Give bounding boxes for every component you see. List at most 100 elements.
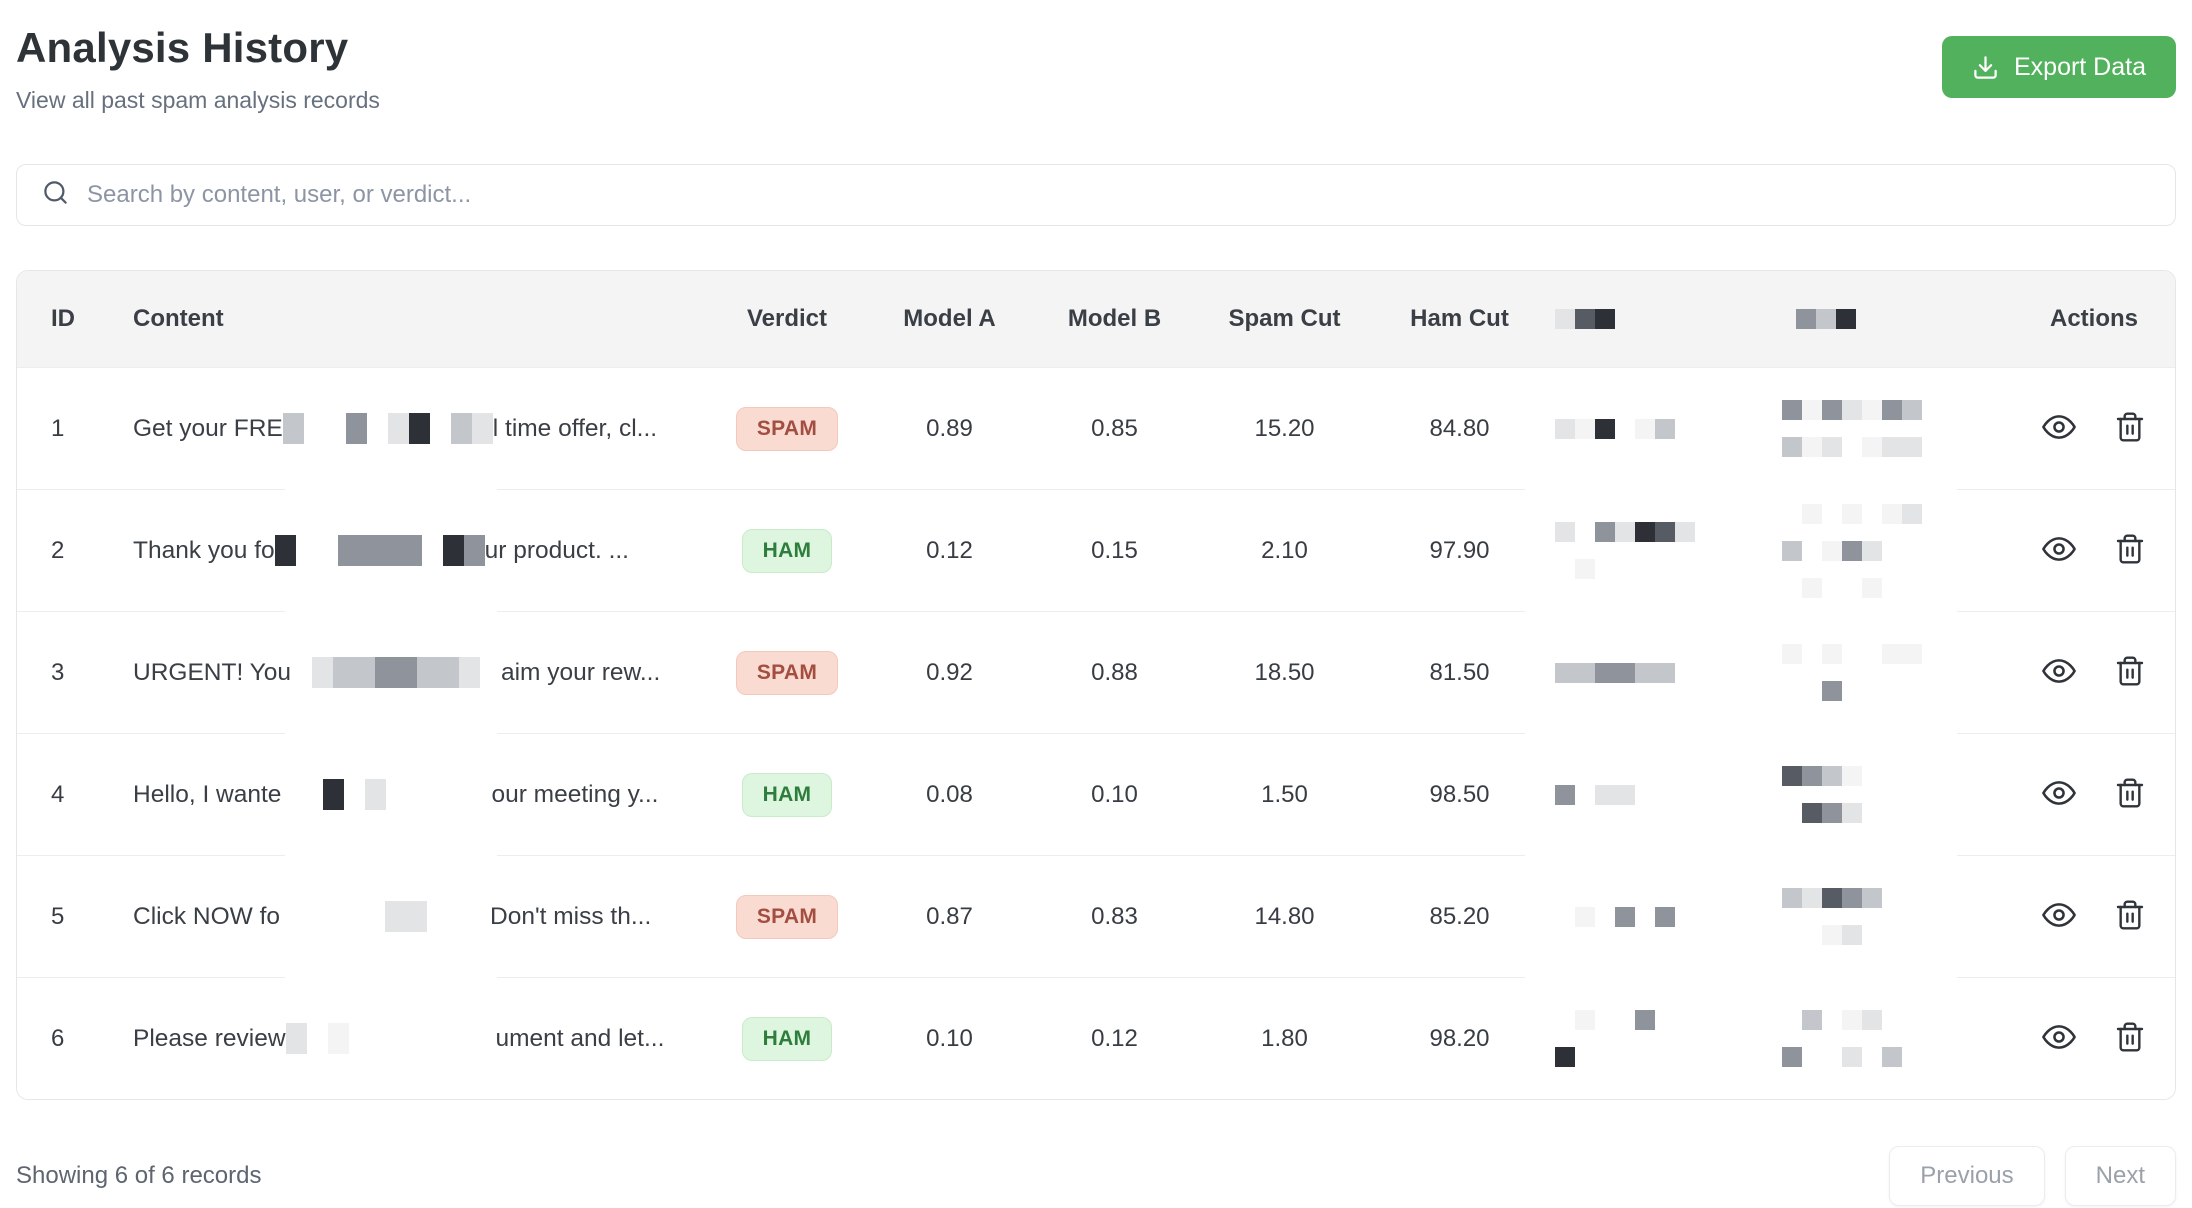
cell-redacted-2	[1722, 766, 1957, 823]
cell-verdict: HAM	[707, 772, 867, 817]
cell-spam-cut: 2.10	[1261, 536, 1308, 564]
delete-button[interactable]	[2114, 655, 2146, 690]
view-button[interactable]	[2042, 654, 2076, 691]
trash-icon	[2114, 655, 2146, 690]
redaction-mosaic	[1782, 400, 1957, 457]
redaction-mosaic	[1782, 766, 1957, 823]
verdict-badge: HAM	[741, 772, 833, 817]
view-button[interactable]	[2042, 776, 2076, 813]
next-button[interactable]: Next	[2064, 1146, 2176, 1206]
cell-redacted-2	[1722, 400, 1957, 457]
column-header-redacted-2	[1722, 309, 1957, 329]
cell-content: Get your FRE l time offer, cl...	[111, 413, 707, 444]
cell-verdict: SPAM	[707, 406, 867, 451]
verdict-badge: SPAM	[735, 406, 839, 451]
view-button[interactable]	[2042, 1020, 2076, 1057]
cell-content: Thank you fo ur product. ...	[111, 535, 707, 566]
export-data-button[interactable]: Export Data	[1941, 36, 2176, 98]
verdict-badge: SPAM	[735, 650, 839, 695]
cell-redacted-2	[1722, 644, 1957, 701]
column-header-model-a: Model A	[903, 305, 996, 332]
content-end: aim your rew...	[500, 658, 661, 686]
cell-ham-cut: 98.20	[1429, 1024, 1490, 1052]
cell-content: Please review ument and let...	[111, 1023, 707, 1054]
page-subtitle: View all past spam analysis records	[16, 87, 380, 113]
cell-id: 5	[51, 902, 65, 930]
cell-model-b: 0.83	[1091, 902, 1138, 930]
delete-button[interactable]	[2114, 899, 2146, 934]
table-row: 3 URGENT! You aim your rew... SPAM 0.92 0.88 1…	[17, 610, 2175, 733]
view-button[interactable]	[2042, 532, 2076, 569]
redaction-mosaic	[1555, 1010, 1722, 1067]
verdict-badge: HAM	[741, 528, 833, 573]
cell-model-a: 0.10	[926, 1024, 973, 1052]
view-button[interactable]	[2042, 898, 2076, 935]
title-block: Analysis History View all past spam anal…	[16, 24, 380, 114]
cell-ham-cut: 85.20	[1429, 902, 1490, 930]
column-header-ham-cut: Ham Cut	[1410, 305, 1509, 332]
export-button-label: Export Data	[2013, 52, 2146, 81]
cell-redacted-1	[1547, 418, 1722, 439]
cell-model-a: 0.89	[926, 414, 973, 442]
view-button[interactable]	[2042, 410, 2076, 447]
trash-icon	[2114, 411, 2146, 446]
column-header-verdict: Verdict	[746, 305, 828, 332]
eye-icon	[2042, 532, 2076, 569]
cell-content: Click NOW fo Don't miss th...	[111, 901, 707, 932]
redaction-mosaic	[1796, 309, 1957, 329]
delete-button[interactable]	[2114, 411, 2146, 446]
table-row: 4 Hello, I wante our meeting y... HAM 0.08 0.…	[17, 732, 2175, 855]
content-end: ur product. ...	[484, 536, 629, 564]
verdict-badge: SPAM	[735, 894, 839, 939]
cell-ham-cut: 81.50	[1429, 658, 1490, 686]
content-end: Don't miss th...	[490, 902, 652, 930]
search-input[interactable]	[87, 181, 2150, 209]
cell-model-b: 0.10	[1091, 780, 1138, 808]
delete-button[interactable]	[2114, 777, 2146, 812]
cell-actions	[1957, 776, 2175, 813]
previous-button[interactable]: Previous	[1889, 1146, 2045, 1206]
cell-spam-cut: 14.80	[1254, 902, 1315, 930]
eye-icon	[2042, 654, 2076, 691]
search-icon	[42, 179, 69, 211]
trash-icon	[2114, 533, 2146, 568]
column-header-actions: Actions	[2049, 305, 2138, 332]
redaction-mosaic	[1555, 784, 1722, 805]
records-summary: Showing 6 of 6 records	[16, 1162, 262, 1189]
cell-verdict: HAM	[707, 1016, 867, 1061]
column-header-model-b: Model B	[1067, 305, 1162, 332]
cell-redacted-2	[1722, 1010, 1957, 1067]
cell-redacted-1	[1547, 906, 1722, 927]
cell-ham-cut: 84.80	[1429, 414, 1490, 442]
content-start: Hello, I wante	[133, 780, 282, 808]
redaction-mosaic	[282, 413, 493, 444]
redaction-mosaic	[1555, 662, 1722, 683]
delete-button[interactable]	[2114, 533, 2146, 568]
redaction-mosaic	[291, 657, 501, 688]
redaction-mosaic	[285, 1023, 496, 1054]
cell-model-a: 0.12	[926, 536, 973, 564]
cell-redacted-1	[1547, 1010, 1722, 1067]
content-start: Please review	[133, 1024, 286, 1052]
page-title: Analysis History	[16, 24, 349, 71]
cell-redacted-1	[1547, 662, 1722, 683]
cell-actions	[1957, 654, 2175, 691]
content-start: URGENT! You	[133, 658, 291, 686]
cell-content: Hello, I wante our meeting y...	[111, 779, 707, 810]
redaction-mosaic	[1555, 418, 1722, 439]
cell-actions	[1957, 532, 2175, 569]
cell-model-b: 0.85	[1091, 414, 1138, 442]
redaction-mosaic	[1782, 644, 1957, 701]
redaction-mosaic	[1782, 503, 1957, 598]
eye-icon	[2042, 1020, 2076, 1057]
trash-icon	[2114, 899, 2146, 934]
redaction-mosaic	[280, 901, 490, 932]
search-bar	[16, 164, 2176, 226]
cell-id: 6	[51, 1024, 65, 1052]
cell-model-b: 0.15	[1091, 536, 1138, 564]
delete-button[interactable]	[2114, 1021, 2146, 1056]
redaction-mosaic	[1555, 906, 1722, 927]
redaction-mosaic	[1555, 309, 1722, 329]
cell-actions	[1957, 410, 2175, 447]
redaction-mosaic	[1555, 522, 1722, 579]
